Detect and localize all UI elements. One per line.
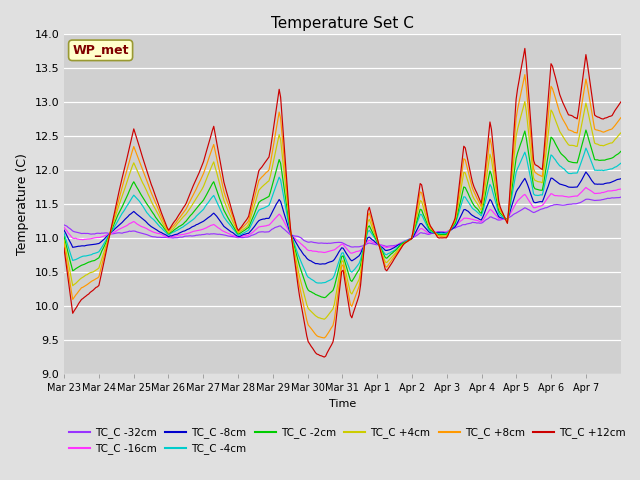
TC_C -32cm <box>60 222 68 228</box>
TC_C -32cm <box>346 244 354 250</box>
TC_C -16cm <box>348 251 356 256</box>
Line: TC_C +8cm: TC_C +8cm <box>64 74 621 338</box>
TC_C -8cm <box>541 192 549 197</box>
TC_C +12cm <box>458 156 466 161</box>
TC_C -2cm <box>617 148 625 154</box>
TC_C +8cm <box>616 117 623 122</box>
TC_C -4cm <box>79 253 87 259</box>
TC_C -2cm <box>616 150 623 156</box>
TC_C +4cm <box>321 316 328 322</box>
TC_C -8cm <box>617 176 625 181</box>
TC_C +8cm <box>348 303 356 309</box>
TC_C -16cm <box>60 224 68 230</box>
X-axis label: Time: Time <box>329 399 356 409</box>
TC_C -32cm <box>617 194 625 200</box>
TC_C +12cm <box>79 296 87 301</box>
TC_C +12cm <box>543 115 550 121</box>
Line: TC_C +12cm: TC_C +12cm <box>64 48 621 357</box>
TC_C -16cm <box>79 237 87 242</box>
TC_C -2cm <box>541 170 549 176</box>
TC_C +4cm <box>458 178 466 184</box>
TC_C +8cm <box>60 241 68 247</box>
TC_C -8cm <box>316 261 324 267</box>
TC_C -2cm <box>348 278 356 284</box>
Legend: TC_C -32cm, TC_C -16cm, TC_C -8cm, TC_C -4cm, TC_C -2cm, TC_C +4cm, TC_C +8cm, T: TC_C -32cm, TC_C -16cm, TC_C -8cm, TC_C … <box>69 427 626 455</box>
TC_C -32cm <box>348 244 356 250</box>
TC_C -4cm <box>541 179 549 185</box>
TC_C +12cm <box>616 101 623 107</box>
TC_C -32cm <box>458 222 466 228</box>
TC_C -16cm <box>617 186 625 192</box>
TC_C +4cm <box>543 144 550 150</box>
TC_C -4cm <box>616 161 623 167</box>
TC_C +8cm <box>543 130 550 135</box>
TC_C -16cm <box>97 234 104 240</box>
TC_C +8cm <box>97 268 104 274</box>
TC_C -2cm <box>458 190 466 196</box>
TC_C -8cm <box>97 240 104 245</box>
TC_C +12cm <box>60 245 68 251</box>
TC_C +8cm <box>521 72 529 77</box>
TC_C +4cm <box>521 99 529 105</box>
Line: TC_C -8cm: TC_C -8cm <box>64 172 621 264</box>
TC_C -16cm <box>616 186 623 192</box>
Y-axis label: Temperature (C): Temperature (C) <box>16 153 29 255</box>
TC_C -8cm <box>458 210 466 216</box>
TC_C +12cm <box>617 99 625 105</box>
Line: TC_C +4cm: TC_C +4cm <box>64 102 621 319</box>
TC_C -8cm <box>582 169 589 175</box>
TC_C +8cm <box>79 284 87 290</box>
TC_C -16cm <box>541 199 549 204</box>
TC_C +4cm <box>97 261 104 266</box>
Line: TC_C -4cm: TC_C -4cm <box>64 148 621 283</box>
TC_C -4cm <box>458 198 466 204</box>
TC_C +4cm <box>348 291 356 297</box>
TC_C +4cm <box>617 130 625 136</box>
TC_C -4cm <box>60 230 68 236</box>
TC_C +8cm <box>617 115 625 120</box>
TC_C -4cm <box>348 269 356 275</box>
Title: Temperature Set C: Temperature Set C <box>271 16 414 31</box>
TC_C -2cm <box>79 262 87 268</box>
TC_C -8cm <box>60 227 68 233</box>
TC_C -2cm <box>582 127 589 133</box>
TC_C -32cm <box>614 195 621 201</box>
TC_C -16cm <box>346 250 354 256</box>
TC_C +12cm <box>348 315 356 321</box>
TC_C -8cm <box>79 243 87 249</box>
TC_C +4cm <box>60 238 68 243</box>
TC_C -32cm <box>97 230 104 236</box>
Line: TC_C -32cm: TC_C -32cm <box>64 197 621 247</box>
TC_C -4cm <box>97 247 104 252</box>
TC_C -16cm <box>458 217 466 223</box>
TC_C +4cm <box>79 274 87 280</box>
TC_C -32cm <box>541 205 549 211</box>
TC_C +4cm <box>616 132 623 137</box>
TC_C -8cm <box>616 176 623 182</box>
TC_C -2cm <box>321 295 328 300</box>
TC_C -2cm <box>60 234 68 240</box>
TC_C -32cm <box>79 230 87 236</box>
Line: TC_C -16cm: TC_C -16cm <box>64 188 621 253</box>
Line: TC_C -2cm: TC_C -2cm <box>64 130 621 298</box>
TC_C -4cm <box>617 160 625 166</box>
TC_C -2cm <box>97 252 104 258</box>
TC_C -4cm <box>582 145 589 151</box>
TC_C +8cm <box>458 167 466 172</box>
TC_C +12cm <box>321 354 328 360</box>
TC_C +12cm <box>97 276 104 282</box>
TC_C -8cm <box>348 258 356 264</box>
TC_C +12cm <box>521 46 529 51</box>
TC_C +8cm <box>321 335 328 341</box>
TC_C -16cm <box>582 185 589 191</box>
Text: WP_met: WP_met <box>72 44 129 57</box>
TC_C -4cm <box>317 280 325 286</box>
